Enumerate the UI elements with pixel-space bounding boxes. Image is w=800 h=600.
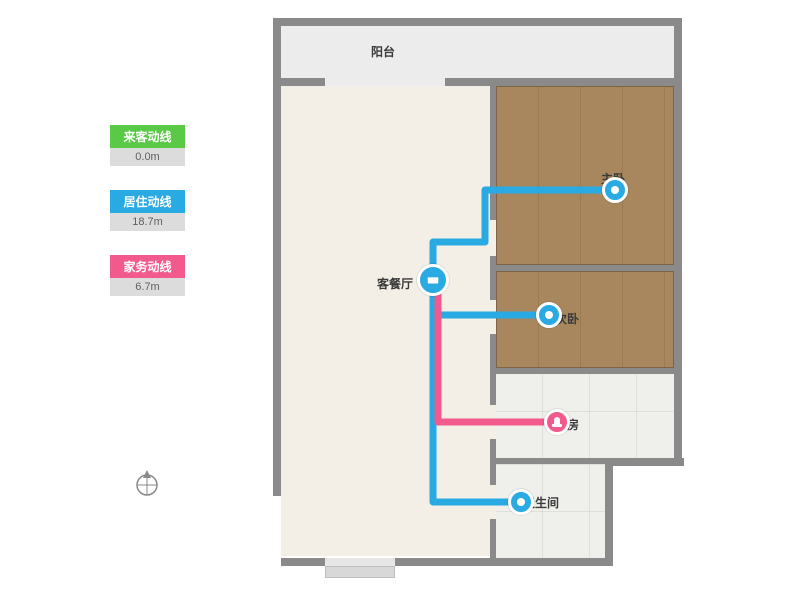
door-gap [325,558,395,566]
outer-wall-notch [611,464,691,574]
node-living-hub [417,264,449,296]
compass-icon [132,468,162,498]
legend-value: 18.7m [110,213,185,231]
legend-value: 6.7m [110,278,185,296]
legend-item-chore: 家务动线 6.7m [110,255,185,296]
room-second-bedroom [496,271,674,368]
node-kitchen [544,409,570,435]
legend-label: 居住动线 [110,190,185,213]
wall-bed2-kitchen [496,368,674,374]
door-swing [325,566,395,578]
node-second-bedroom [536,302,562,328]
door-living-bath [490,485,496,519]
outer-wall-notch-top [611,458,684,466]
outer-wall-step-v [273,480,281,496]
legend: 来客动线 0.0m 居住动线 18.7m 家务动线 6.7m [110,125,185,320]
room-master-bedroom [496,86,674,265]
door-living-master [490,220,496,256]
wall-kitchen-bath [496,458,611,464]
node-master-bedroom [602,177,628,203]
room-kitchen [496,374,674,458]
room-living [281,86,490,556]
door-living-second [490,300,496,334]
legend-value: 0.0m [110,148,185,166]
room-balcony [281,26,674,78]
legend-label: 来客动线 [110,125,185,148]
room-label-living: 客餐厅 [377,275,413,292]
door-living-kitchen [490,405,496,439]
wall-bed-sep [496,265,674,271]
node-bathroom [508,489,534,515]
legend-item-guest: 来客动线 0.0m [110,125,185,166]
legend-item-living: 居住动线 18.7m [110,190,185,231]
legend-label: 家务动线 [110,255,185,278]
room-label-balcony: 阳台 [371,43,395,60]
door-balcony [325,78,445,86]
floorplan: 阳台 主卧 次卧 厨房 卫生间 客餐厅 [265,10,690,584]
outer-wall-notch-left [605,458,613,566]
